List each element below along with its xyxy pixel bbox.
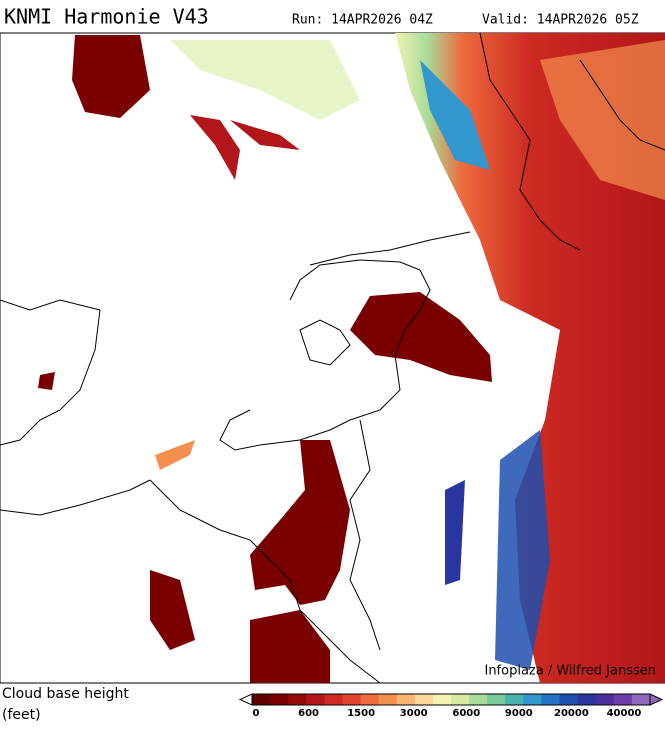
credit: Infoplaza / Wilfred Janssen xyxy=(484,664,656,679)
colorbar-label: 1500 xyxy=(347,708,375,719)
colorbar-cell xyxy=(360,694,380,705)
cloud-field-low xyxy=(150,570,195,650)
colorbar-cell xyxy=(432,694,452,705)
colorbar-cell xyxy=(487,694,506,705)
colorbar-cell xyxy=(252,694,271,705)
colorbar-cell xyxy=(541,694,561,705)
colorbar-cell xyxy=(613,694,633,705)
cloud-field-blue xyxy=(445,480,465,585)
valid-time: Valid: 14APR2026 05Z xyxy=(482,13,639,28)
colorbar-label: 600 xyxy=(298,708,319,719)
colorbar-label: 9000 xyxy=(505,708,533,719)
colorbar-cell xyxy=(523,694,542,705)
cloud-field-low xyxy=(230,120,300,150)
cloud-field-green xyxy=(170,40,360,120)
colorbar-cell xyxy=(414,694,434,705)
cloud-field-blue xyxy=(420,60,490,170)
colorbar-cell xyxy=(288,694,307,705)
map: Infoplaza / Wilfred Janssen xyxy=(0,32,665,684)
colorbar-arrow xyxy=(238,693,253,706)
colorbar-cell xyxy=(270,694,289,705)
colorbar-cell xyxy=(451,694,470,705)
cloud-field-east xyxy=(395,33,665,683)
colorbar-cell xyxy=(631,694,651,705)
colorbar-cell xyxy=(306,694,325,705)
colorbar-cell xyxy=(469,694,488,705)
colorbar-cell xyxy=(324,694,343,705)
cloud-field-low xyxy=(72,35,150,118)
coastlines xyxy=(0,32,665,684)
colorbar-label: 20000 xyxy=(554,708,589,719)
colorbar-label: 6000 xyxy=(452,708,480,719)
cloud-field-orange xyxy=(540,40,665,200)
legend-title: Cloud base height xyxy=(2,686,129,702)
cloud-field-low xyxy=(38,372,55,390)
cloud-field-low xyxy=(350,292,492,382)
colorbar-cell xyxy=(559,694,579,705)
colorbar-cell xyxy=(378,694,398,705)
cloud-field-low xyxy=(250,610,330,683)
colorbar-cell xyxy=(505,694,524,705)
colorbar-label: 3000 xyxy=(400,708,428,719)
colorbar: 0 600 1500 3000 6000 9000 20000 40000 xyxy=(238,693,664,719)
cloud-field-low xyxy=(250,440,350,605)
colorbar-cell xyxy=(595,694,615,705)
run-time: Run: 14APR2026 04Z xyxy=(292,13,433,28)
legend-title: (feet) xyxy=(2,707,41,723)
cloud-field-blue xyxy=(495,430,550,670)
colorbar-cell xyxy=(342,694,362,705)
title: KNMI Harmonie V43 xyxy=(4,5,209,29)
colorbar-frame xyxy=(251,693,651,706)
cloud-field-orange xyxy=(155,440,195,470)
colorbar-arrow xyxy=(649,693,664,706)
cloud-field-low xyxy=(190,115,240,180)
colorbar-cell xyxy=(396,694,416,705)
colorbar-label: 40000 xyxy=(607,708,642,719)
colorbar-cell xyxy=(577,694,597,705)
colorbar-label: 0 xyxy=(253,708,260,719)
